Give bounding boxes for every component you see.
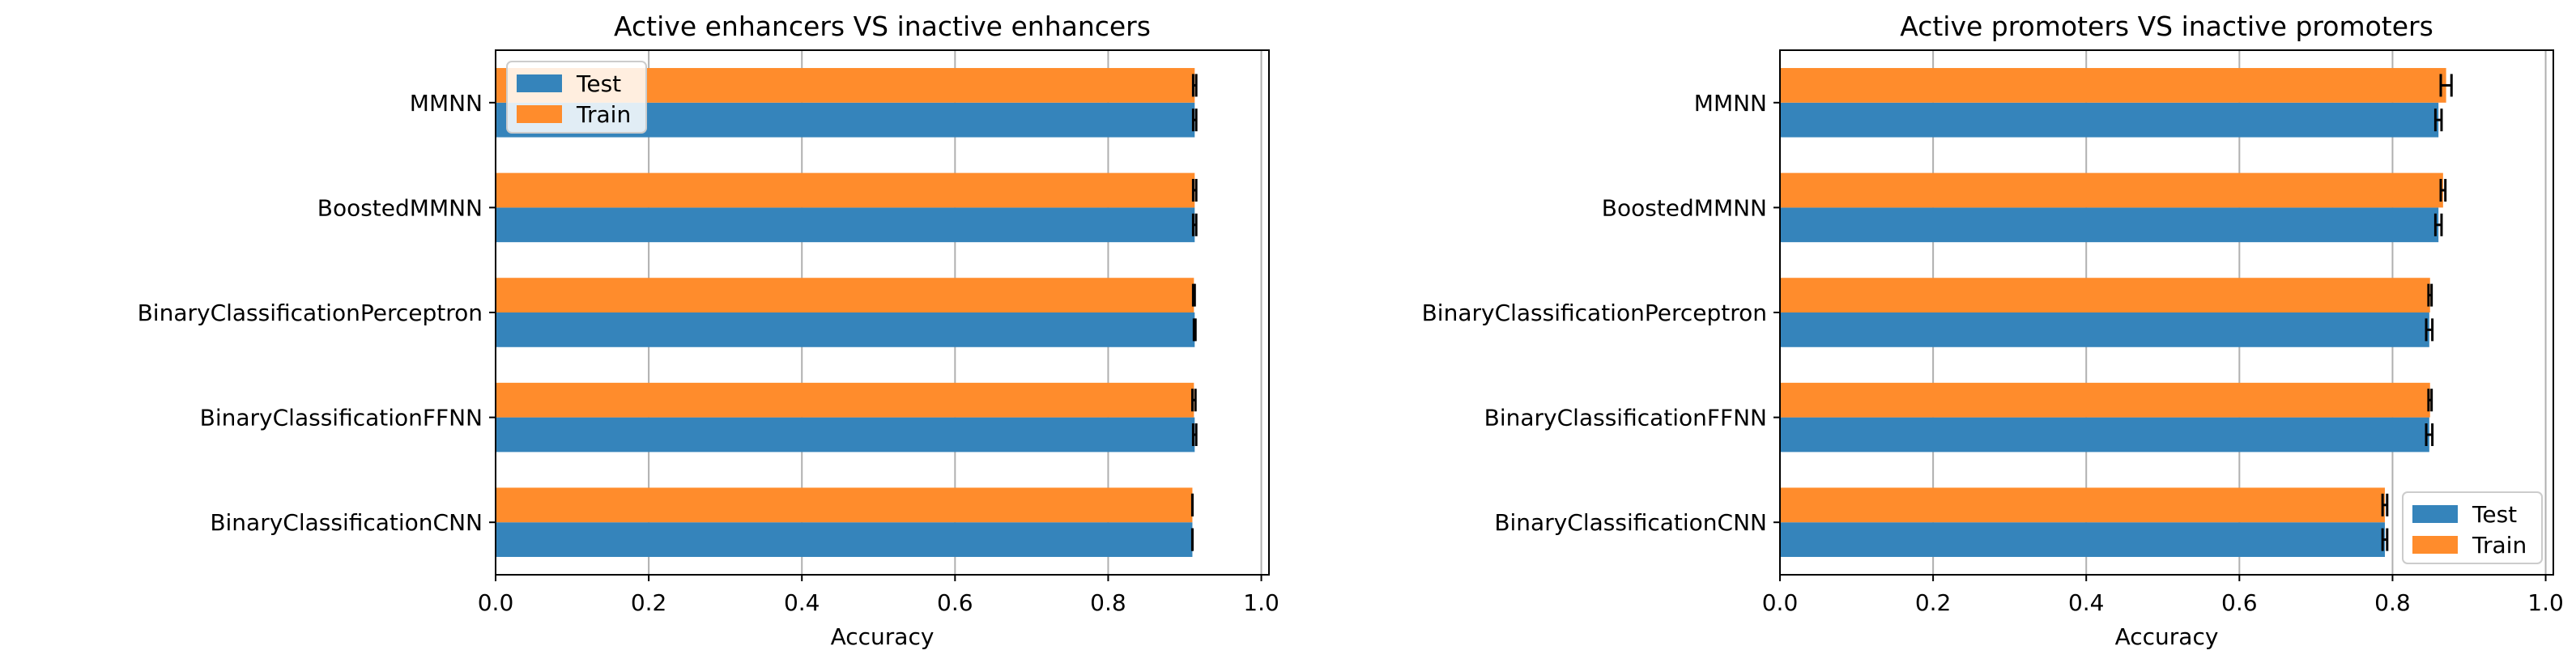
bar-train bbox=[1780, 382, 2430, 418]
legend-label: Test bbox=[2472, 501, 2517, 528]
x-axis-label: Accuracy bbox=[831, 623, 935, 650]
chart-title: Active enhancers VS inactive enhancers bbox=[614, 11, 1151, 42]
bar-test bbox=[1780, 522, 2385, 557]
x-tick-label: 1.0 bbox=[1243, 589, 1279, 616]
bar-test bbox=[496, 312, 1195, 347]
bar-test bbox=[496, 522, 1193, 557]
legend-swatch-test bbox=[2412, 505, 2458, 523]
bar-test bbox=[1780, 207, 2439, 243]
y-tick-label: BinaryClassificationCNN bbox=[210, 509, 483, 536]
y-tick-label: BoostedMMNN bbox=[1602, 194, 1767, 221]
x-tick-label: 0.4 bbox=[2068, 589, 2105, 616]
bar-train bbox=[496, 278, 1194, 312]
y-tick-label: BinaryClassificationFFNN bbox=[1484, 405, 1767, 431]
axes-frame bbox=[1779, 49, 2554, 576]
bar-test bbox=[1780, 312, 2429, 347]
bar-train bbox=[1780, 68, 2446, 103]
bar-train bbox=[1780, 278, 2430, 312]
bar-train bbox=[496, 487, 1193, 523]
bar-train bbox=[1780, 172, 2443, 208]
bar-train bbox=[496, 382, 1194, 418]
y-tick-label: BinaryClassificationFFNN bbox=[200, 405, 483, 431]
legend-label: Train bbox=[576, 101, 631, 128]
x-tick-label: 0.6 bbox=[937, 589, 973, 616]
bar-train bbox=[496, 172, 1195, 208]
bar-test bbox=[496, 417, 1195, 453]
x-tick-label: 0.2 bbox=[631, 589, 667, 616]
x-tick-label: 0.4 bbox=[784, 589, 820, 616]
x-tick-label: 0.0 bbox=[1762, 589, 1799, 616]
x-tick-label: 1.0 bbox=[2527, 589, 2564, 616]
x-axis-label: Accuracy bbox=[2115, 623, 2219, 650]
legend-swatch-train bbox=[517, 105, 562, 123]
chart-2: MMNN BoostedMMNN BinaryClassificationPerce… bbox=[1422, 11, 2564, 650]
legend-label: Test bbox=[576, 70, 621, 97]
legend-swatch-train bbox=[2412, 536, 2458, 554]
x-tick-label: 0.2 bbox=[1915, 589, 1952, 616]
legend: Test Train bbox=[2402, 491, 2543, 564]
axes-frame bbox=[495, 49, 1270, 576]
legend-label: Train bbox=[2472, 532, 2527, 559]
y-tick-label: BinaryClassificationCNN bbox=[1494, 509, 1767, 536]
y-tick-label: BinaryClassificationPerceptron bbox=[138, 300, 483, 326]
x-tick-label: 0.0 bbox=[478, 589, 514, 616]
x-tick-label: 0.8 bbox=[2374, 589, 2411, 616]
y-tick-label: BinaryClassificationPerceptron bbox=[1422, 300, 1767, 326]
bar-train bbox=[1780, 487, 2385, 523]
x-tick-label: 0.8 bbox=[1090, 589, 1126, 616]
legend: Test Train bbox=[506, 61, 647, 134]
chart-title: Active promoters VS inactive promoters bbox=[1900, 11, 2433, 42]
legend-swatch-test bbox=[517, 74, 562, 92]
bar-test bbox=[1780, 102, 2439, 138]
bar-test bbox=[1780, 417, 2429, 453]
chart-1: MMNN BoostedMMNN BinaryClassificationPerce… bbox=[138, 11, 1279, 650]
bar-test bbox=[496, 207, 1195, 243]
y-tick-label: MMNN bbox=[410, 90, 483, 117]
x-tick-label: 0.6 bbox=[2221, 589, 2258, 616]
y-tick-label: BoostedMMNN bbox=[317, 194, 483, 221]
y-tick-label: MMNN bbox=[1694, 90, 1767, 117]
